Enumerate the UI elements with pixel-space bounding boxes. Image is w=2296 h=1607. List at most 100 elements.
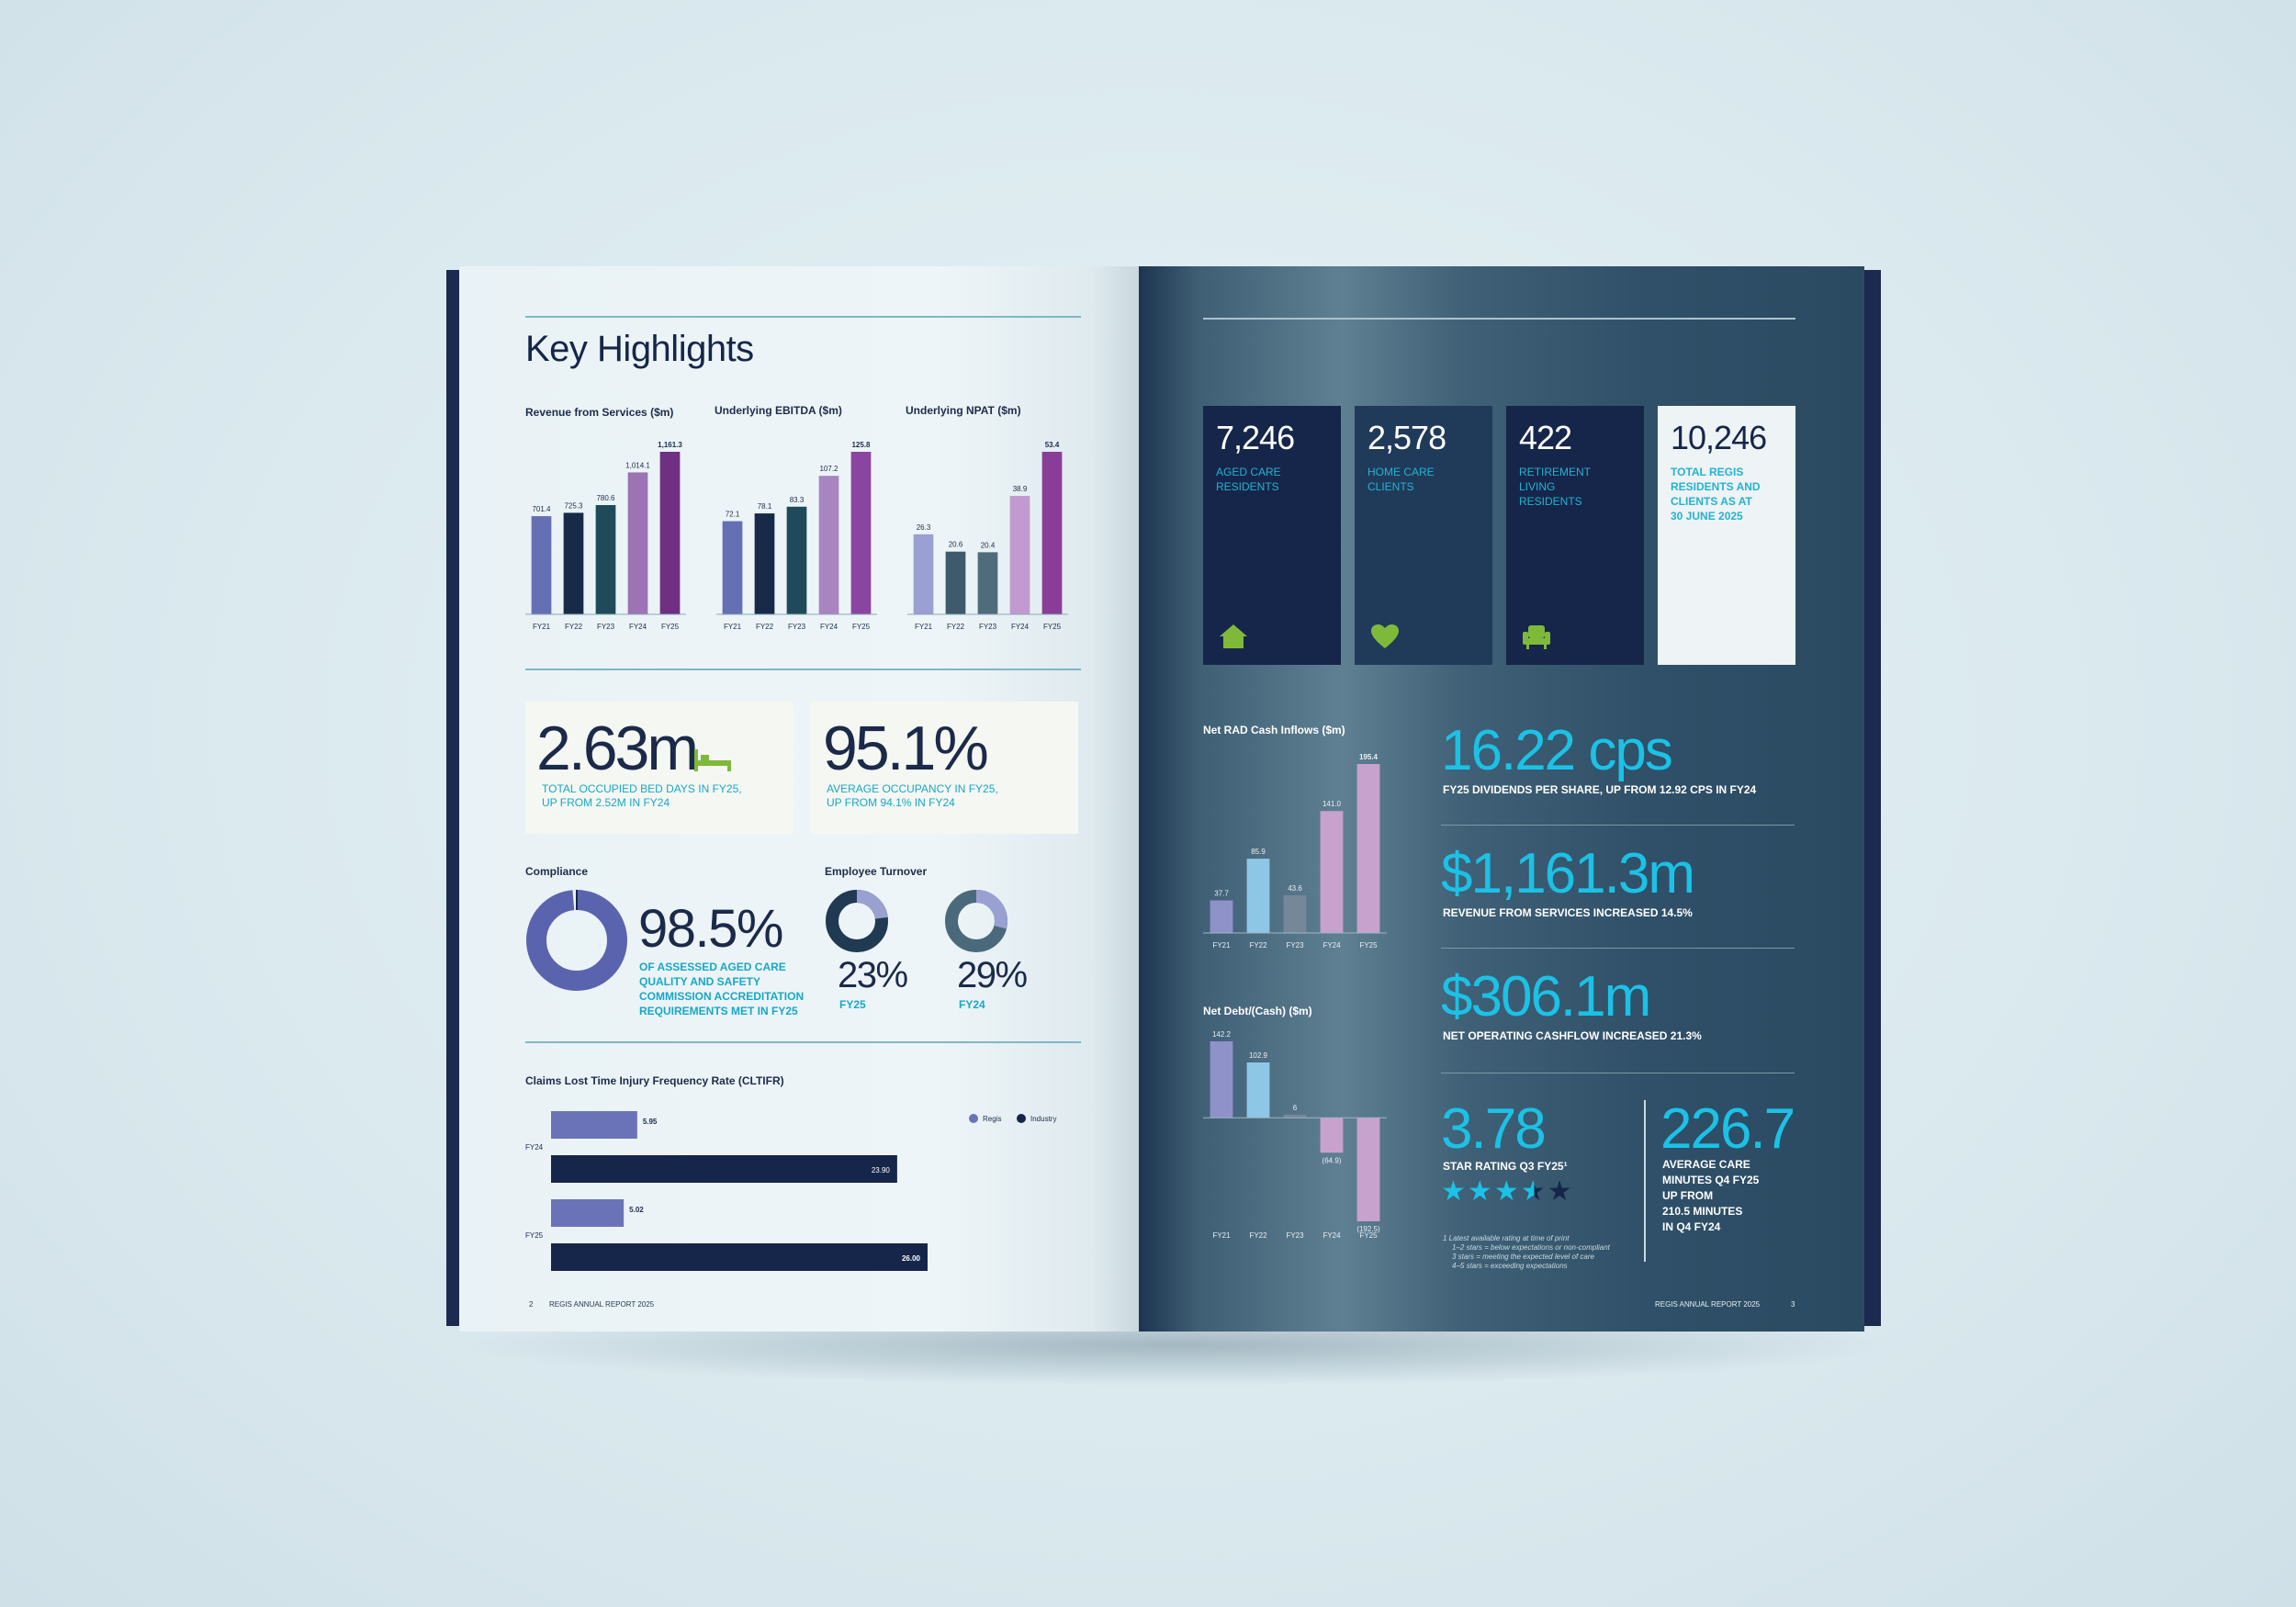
tile-aged-care-caption-1: AGED CARE xyxy=(1216,466,1281,478)
footer-text-right: REGIS ANNUAL REPORT 2025 xyxy=(1655,1300,1761,1309)
legend-industry-swatch xyxy=(1017,1114,1026,1123)
bar-FY23 xyxy=(786,506,807,614)
debt-category-label-FY21: FY21 xyxy=(1212,1231,1231,1240)
ebitda-bar-chart: 72.1 FY21 78.1 FY22 83.3 FY23 107.2 FY24 125.8 FY… xyxy=(716,441,877,631)
page-title: Key Highlights xyxy=(525,329,754,369)
care-minutes-value: 226.7 xyxy=(1660,1097,1795,1161)
category-label-FY21: FY21 xyxy=(1212,941,1231,950)
debt-bar-chart: 142.2 FY21 102.9 FY22 6 FY23 (64.9) FY24 (192.5)… xyxy=(1203,1030,1387,1240)
bar-FY25 xyxy=(1356,764,1380,933)
tile-home-care-caption-2: CLIENTS xyxy=(1367,480,1414,493)
category-label-FY25: FY25 xyxy=(1043,623,1062,631)
section-rule-2 xyxy=(525,1041,1081,1043)
category-label-FY25: FY25 xyxy=(661,623,680,631)
bar-label-FY23: 780.6 xyxy=(596,494,615,502)
star-icon: ★ xyxy=(1467,1176,1494,1207)
tile-home-care: 2,578 HOME CARE CLIENTS xyxy=(1355,406,1492,665)
bar-label-FY22: 85.9 xyxy=(1251,848,1266,856)
bar-FY23 xyxy=(595,505,616,614)
debt-category-label-FY23: FY23 xyxy=(1286,1231,1304,1240)
compliance-caption-3: COMMISSION ACCREDITATION xyxy=(639,990,805,1003)
compliance-caption-4: REQUIREMENTS MET IN FY25 xyxy=(639,1005,798,1017)
rad-chart-title: Net RAD Cash Inflows ($m) xyxy=(1203,724,1345,736)
category-label-FY22: FY22 xyxy=(756,623,774,631)
bar-FY22 xyxy=(945,551,966,614)
tile-total: 10,246 TOTAL REGIS RESIDENTS AND CLIENTS A… xyxy=(1658,406,1795,665)
donut-segment xyxy=(526,890,627,991)
debt-bar-FY25 xyxy=(1356,1118,1380,1221)
legend-regis-label: Regis xyxy=(983,1115,1001,1123)
debt-category-label-FY25: FY25 xyxy=(1359,1231,1378,1240)
bar-FY21 xyxy=(722,521,743,614)
tile-aged-care: 7,246 AGED CARE RESIDENTS xyxy=(1203,406,1341,665)
tile-retirement-caption-1: RETIREMENT xyxy=(1519,466,1591,478)
debt-bar-label-FY21: 142.2 xyxy=(1212,1030,1232,1039)
bar-label-FY24: 38.9 xyxy=(1013,485,1028,493)
turnover-fy25-donut xyxy=(826,890,888,952)
footer-text: REGIS ANNUAL REPORT 2025 xyxy=(549,1300,655,1309)
category-label-FY23: FY23 xyxy=(1286,941,1304,950)
bar-label-FY22: 20.6 xyxy=(949,541,963,549)
care-minutes-caption-2: MINUTES Q4 FY25 xyxy=(1662,1174,1760,1186)
star-rating-caption: STAR RATING Q3 FY25¹ xyxy=(1443,1160,1568,1173)
tile-home-care-caption-1: HOME CARE xyxy=(1367,466,1435,478)
bar-FY24 xyxy=(818,476,839,614)
section-rule xyxy=(525,669,1081,670)
bed-days-value: 2.63m xyxy=(536,714,699,783)
tile-retirement-caption-3: RESIDENTS xyxy=(1519,495,1582,508)
debt-category-label-FY22: FY22 xyxy=(1249,1231,1267,1240)
footer-page-number-right: 3 xyxy=(1791,1300,1795,1309)
tile-aged-care-caption-2: RESIDENTS xyxy=(1216,480,1279,493)
category-label-FY21: FY21 xyxy=(724,623,742,631)
footnote-line-3: 3 stars = meeting the expected level of … xyxy=(1452,1253,1594,1261)
npat-bar-chart: 26.3 FY21 20.6 FY22 20.4 FY23 38.9 FY24 53.4 FY25 xyxy=(907,441,1068,631)
bar-label-FY23: 83.3 xyxy=(790,496,805,504)
legend-industry-label: Industry xyxy=(1030,1115,1056,1123)
turnover-fy24-label: FY24 xyxy=(959,998,985,1011)
debt-bar-FY24 xyxy=(1320,1118,1344,1153)
category-label-FY21: FY21 xyxy=(915,623,933,631)
tile-total-caption-3: CLIENTS AS AT xyxy=(1671,495,1752,508)
cltifr-industry-bar-FY24 xyxy=(551,1155,897,1183)
kpi-cashflow-caption: NET OPERATING CASHFLOW INCREASED 21.3% xyxy=(1443,1029,1702,1042)
kpi-divider xyxy=(1644,1100,1646,1262)
debt-bar-label-FY24: (64.9) xyxy=(1322,1156,1342,1164)
bed-days-caption-2: UP FROM 2.52M IN FY24 xyxy=(542,796,670,809)
bar-FY23 xyxy=(977,552,998,614)
cltifr-bar-chart: 5.95 23.90 FY24 5.02 26.00 FY25 Regis Industry xyxy=(525,1111,1056,1271)
tile-aged-care-value: 7,246 xyxy=(1216,419,1295,456)
kpi-revenue-caption: REVENUE FROM SERVICES INCREASED 14.5% xyxy=(1443,906,1693,919)
bar-FY21 xyxy=(531,516,552,614)
star-rating-stars: ★★★★★ xyxy=(1441,1175,1574,1208)
bed-icon xyxy=(694,749,731,771)
bar-label-FY22: 725.3 xyxy=(564,501,583,510)
bar-FY22 xyxy=(1246,859,1270,933)
debt-bar-label-FY25: (192.5) xyxy=(1356,1225,1380,1233)
legend-regis-swatch xyxy=(969,1114,978,1123)
footnote-line-4: 4–5 stars = exceeding expectations xyxy=(1452,1262,1568,1270)
category-label-FY23: FY23 xyxy=(979,623,997,631)
house-icon xyxy=(1220,624,1247,648)
bar-label-FY21: 26.3 xyxy=(917,523,931,532)
cltifr-industry-bar-FY25 xyxy=(551,1243,928,1271)
bar-label-FY23: 20.4 xyxy=(981,541,996,549)
bar-FY25 xyxy=(659,452,681,614)
bar-FY25 xyxy=(1041,452,1063,614)
donut-segment xyxy=(945,890,1007,952)
kpi-cashflow-value: $306.1m xyxy=(1441,965,1651,1028)
bar-label-FY24: 1,014.1 xyxy=(625,461,650,469)
turnover-title: Employee Turnover xyxy=(825,865,928,878)
tile-retirement-value: 422 xyxy=(1519,419,1572,456)
bar-FY25 xyxy=(850,452,872,614)
bar-FY21 xyxy=(1210,900,1233,933)
bed-days-box: 2.63m TOTAL OCCUPIED BED DAYS IN FY25, U… xyxy=(525,702,793,834)
bar-label-FY25: 195.4 xyxy=(1359,753,1379,761)
bar-label-FY25: 1,161.3 xyxy=(658,441,682,449)
occupancy-value: 95.1% xyxy=(823,714,989,783)
revenue-chart-title: Revenue from Services ($m) xyxy=(525,406,674,419)
right-page: 7,246 AGED CARE RESIDENTS 2,578 HOME CARE… xyxy=(1139,266,1864,1332)
cltifr-regis-label-FY24: 5.95 xyxy=(643,1118,658,1126)
category-label-FY22: FY22 xyxy=(565,623,583,631)
star-rating-value: 3.78 xyxy=(1441,1097,1547,1161)
category-label-FY23: FY23 xyxy=(597,623,615,631)
